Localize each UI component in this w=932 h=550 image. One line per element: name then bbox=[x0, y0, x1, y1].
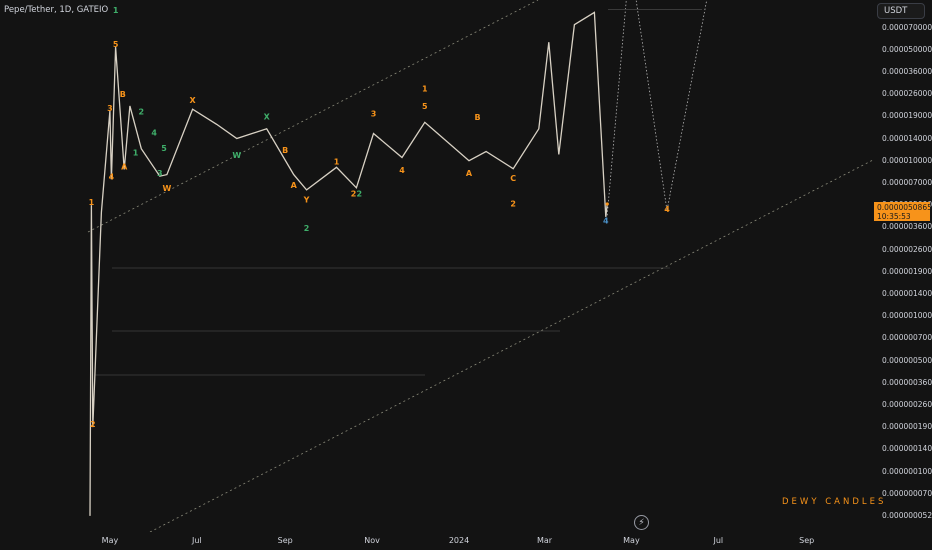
price-tick: 0.0000001000 bbox=[882, 466, 932, 476]
watermark: DEWY CANDLES bbox=[782, 497, 887, 507]
current-price-marker bbox=[605, 202, 609, 206]
wave-label: C bbox=[510, 174, 516, 183]
wave-label: 2 bbox=[90, 420, 96, 429]
wave-label: B bbox=[474, 113, 480, 122]
time-tick: Mar bbox=[536, 536, 553, 545]
wave-label: A bbox=[121, 162, 128, 171]
wave-label: W bbox=[163, 184, 172, 193]
wave-label: 4 bbox=[399, 166, 405, 175]
price-tick: 0.0000014000 bbox=[882, 288, 932, 298]
price-tick: 0.0000360000 bbox=[882, 66, 932, 76]
drawing-line bbox=[608, 9, 702, 10]
wave-label: X bbox=[190, 96, 197, 105]
price-tick: 0.0000026000 bbox=[882, 244, 932, 254]
time-tick: May bbox=[623, 536, 640, 545]
wave-label: 2 bbox=[351, 189, 357, 198]
wave-label: 3 bbox=[157, 169, 163, 178]
wave-label: 3 bbox=[371, 109, 377, 118]
wave-label: 4 bbox=[603, 217, 609, 226]
time-tick: Jul bbox=[192, 536, 202, 545]
time-tick: Nov bbox=[364, 536, 380, 545]
wave-label: Y bbox=[303, 196, 310, 205]
price-tick: 0.0000190000 bbox=[882, 111, 932, 121]
price-history-line bbox=[89, 11, 608, 516]
currency-button[interactable]: USDT bbox=[877, 3, 925, 19]
price-tick: 0.0000036000 bbox=[882, 222, 932, 232]
price-chart[interactable]: 123451BA21345WXWXBAY21223415BAC23435454 bbox=[0, 0, 873, 532]
price-tick: 0.0000700000 bbox=[882, 22, 932, 32]
price-tick: 0.0000070000 bbox=[882, 177, 932, 187]
last-price-label: 0.0000050865 10:35:53 bbox=[874, 202, 932, 221]
price-tick: 0.0000500000 bbox=[882, 44, 932, 54]
channel-upper-line bbox=[87, 0, 539, 233]
replay-button[interactable]: ⚡ bbox=[634, 515, 649, 530]
price-tick: 0.0000100000 bbox=[882, 155, 932, 165]
price-tick: 0.0000001900 bbox=[882, 422, 932, 432]
wave-label: 2 bbox=[304, 224, 310, 233]
time-tick: Sep bbox=[277, 536, 293, 545]
wave-label: 1 bbox=[422, 85, 428, 94]
time-tick: Sep bbox=[799, 536, 815, 545]
price-tick: 0.0000007000 bbox=[882, 333, 932, 343]
wave-label: 5 bbox=[161, 144, 167, 153]
wave-label: 1 bbox=[113, 6, 119, 15]
wave-label: B bbox=[120, 90, 126, 99]
price-tick: 0.0000019000 bbox=[882, 266, 932, 276]
wave-label: 4 bbox=[109, 172, 115, 181]
price-tick: 0.0000000700 bbox=[882, 488, 932, 498]
last-price-value: 0.0000050865 bbox=[877, 203, 932, 212]
wave-label: A bbox=[466, 169, 473, 178]
channel-lower-line bbox=[149, 159, 873, 532]
symbol-title: Pepe/Tether, 1D, GATEIO bbox=[4, 5, 109, 15]
wave-label: 4 bbox=[664, 205, 670, 214]
price-tick: 0.0000140000 bbox=[882, 133, 932, 143]
wave-label: A bbox=[291, 181, 298, 190]
time-tick: Jul bbox=[713, 536, 724, 545]
wave-label: X bbox=[264, 112, 271, 121]
price-axis[interactable]: 0.0000700000 0.0000500000 0.0000360000 0.00… bbox=[873, 0, 932, 532]
wave-label: 5 bbox=[422, 102, 428, 111]
wave-label: 1 bbox=[133, 149, 139, 158]
price-tick: 0.0000003600 bbox=[882, 377, 932, 387]
time-tick: May bbox=[101, 536, 119, 545]
price-tick: 0.0000010000 bbox=[882, 311, 932, 321]
wave-label: 1 bbox=[334, 158, 340, 167]
time-axis[interactable]: May Jul Sep Nov 2024 Mar May Jul Sep bbox=[0, 532, 873, 550]
lightning-icon: ⚡ bbox=[638, 517, 645, 528]
wave-label: 1 bbox=[89, 198, 95, 207]
price-tick: 0.0000001400 bbox=[882, 444, 932, 454]
wave-label: 4 bbox=[151, 128, 157, 137]
price-tick: 0.0000005000 bbox=[882, 355, 932, 365]
wave-label: 5 bbox=[113, 40, 119, 49]
projection-path bbox=[606, 0, 708, 216]
countdown-timer: 10:35:53 bbox=[877, 212, 911, 221]
wave-label: 2 bbox=[139, 107, 145, 116]
time-tick: 2024 bbox=[448, 536, 470, 545]
wave-label: 2 bbox=[510, 199, 516, 208]
wave-label: 2 bbox=[357, 189, 363, 198]
price-tick: 0.0000002600 bbox=[882, 399, 932, 409]
wave-label: B bbox=[282, 146, 288, 155]
price-tick: 0.0000260000 bbox=[882, 89, 932, 99]
wave-label: 3 bbox=[107, 104, 113, 113]
wave-label: W bbox=[232, 151, 241, 160]
price-tick: 0.0000000520 bbox=[882, 510, 932, 520]
